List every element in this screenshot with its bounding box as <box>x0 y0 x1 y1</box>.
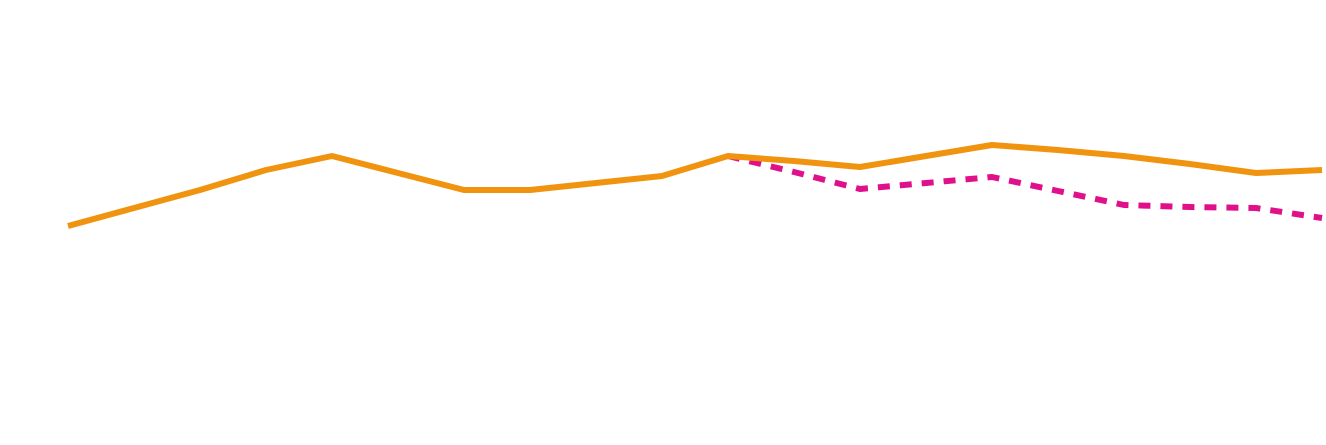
series-line <box>67 142 1323 229</box>
